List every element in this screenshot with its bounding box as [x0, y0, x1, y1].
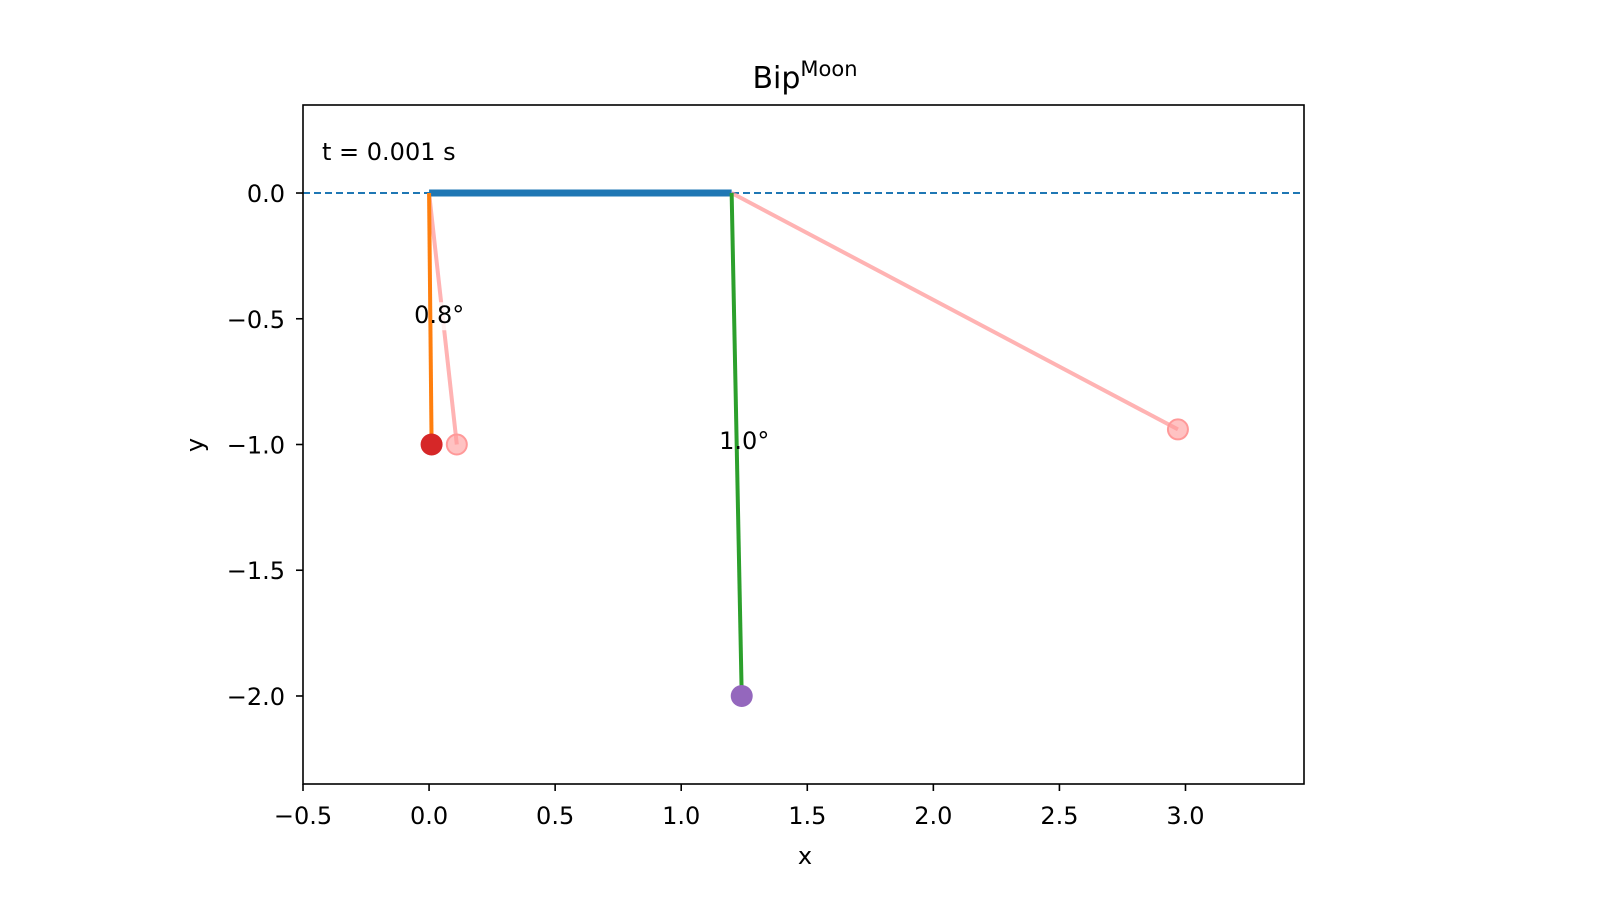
plot-area: 0.8° 1.0° t = 0.001 s −0.5 0.0 0.5 1.0 1.5 2.0 2.…: [227, 104, 1305, 830]
plot-content: 0.8° 1.0° t = 0.001 s: [303, 138, 1304, 707]
y-tick-label-3: −1.5: [227, 557, 285, 585]
y-tick-label-2: −1.0: [227, 432, 285, 460]
x-tick-label-5: 2.0: [914, 802, 952, 830]
angle-label-bg-1: [412, 302, 467, 331]
ghost-bob-2: [1166, 418, 1189, 441]
pendulum-rod-1: [427, 192, 434, 445]
x-tick-label-2: 0.5: [536, 802, 574, 830]
title-superscript: Moon: [800, 57, 857, 81]
y-axis-label: y: [181, 438, 209, 452]
angle-label-2: 1.0°: [719, 427, 769, 455]
x-tick-label-0: −0.5: [274, 802, 332, 830]
angle-label-bg-2: [717, 427, 772, 456]
x-tick-label-7: 3.0: [1166, 802, 1204, 830]
x-axis-label: x: [798, 842, 812, 870]
ghost-rod-2: [730, 191, 1179, 432]
ghost-bob-1: [445, 433, 468, 456]
pendulum-bob-1: [420, 433, 443, 456]
x-tick-label-1: 0.0: [410, 802, 448, 830]
pendulum-bob-2: [730, 684, 753, 707]
y-tick-label-0: 0.0: [247, 180, 285, 208]
angle-label-1: 0.8°: [414, 301, 464, 329]
x-tick-label-3: 1.0: [662, 802, 700, 830]
title-main: Bip: [752, 61, 800, 96]
pendulum-rod-2: [729, 192, 744, 697]
x-tick-label-4: 1.5: [788, 802, 826, 830]
y-tick-label-4: −2.0: [227, 683, 285, 711]
y-tick-label-1: −0.5: [227, 306, 285, 334]
chart-title: BipMoon: [752, 57, 857, 96]
x-tick-label-6: 2.5: [1040, 802, 1078, 830]
time-text: t = 0.001 s: [322, 138, 456, 166]
